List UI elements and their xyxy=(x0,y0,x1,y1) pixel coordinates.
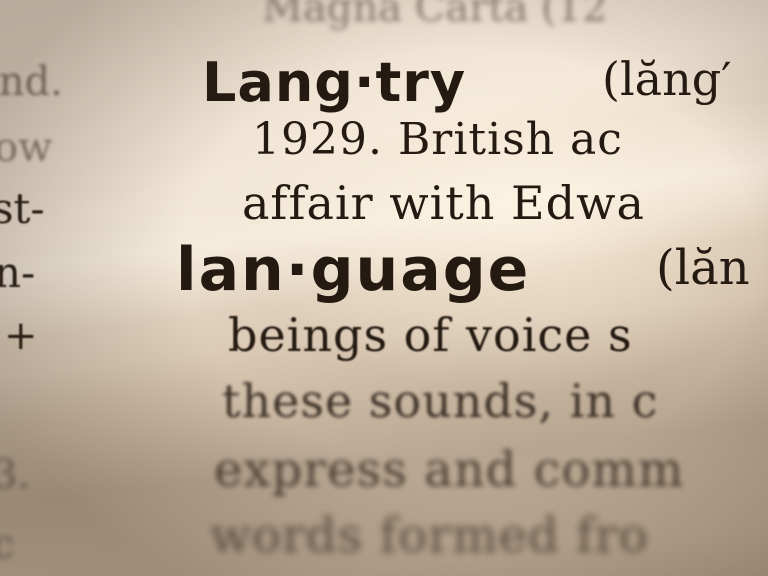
headword-langtry: Lang·try xyxy=(202,51,467,114)
left-fragment-2: ow xyxy=(0,125,53,171)
pronunciation-language: (lăn xyxy=(656,240,750,296)
headword-language: lan·guage xyxy=(176,235,531,305)
left-fragment-4: n- xyxy=(0,248,36,297)
pronunciation-langtry: (lăng′ xyxy=(602,52,732,106)
definition-language-line-2: these sounds, in c xyxy=(222,374,659,428)
definition-language-line-4: words formed fro xyxy=(210,508,649,564)
left-fragment-3: st- xyxy=(0,184,45,233)
definition-language-line-1: beings of voice s xyxy=(228,308,633,362)
definition-language-line-3: express and comm xyxy=(214,442,685,498)
left-fragment-6: 3. xyxy=(0,452,31,498)
left-fragment-5: + xyxy=(4,313,38,359)
definition-langtry-line-1: 1929. British ac xyxy=(252,114,623,165)
left-fragment-7: c xyxy=(0,522,15,568)
entry-line-top: Magna Carta (12 xyxy=(262,0,608,31)
definition-langtry-line-2: affair with Edwa xyxy=(242,176,645,230)
left-fragment-1: ind. xyxy=(0,59,63,105)
